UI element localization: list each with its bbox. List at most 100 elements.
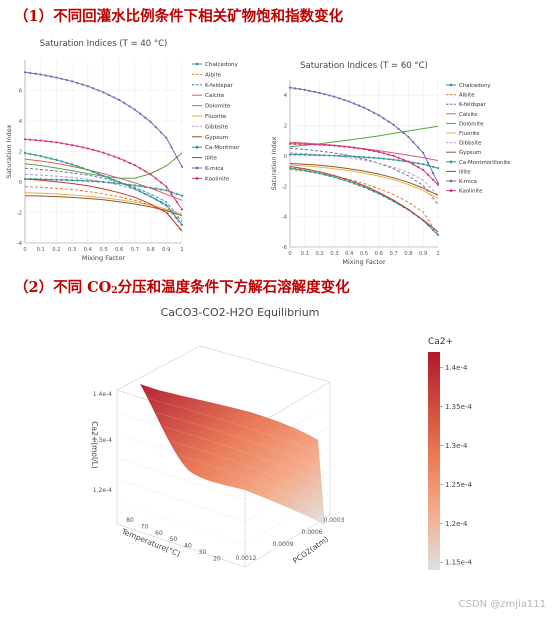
series-marker: [436, 233, 440, 236]
series-marker: [397, 156, 400, 159]
series-marker: [170, 146, 173, 149]
series-marker: [55, 141, 58, 144]
legend-entry: Gypsum: [459, 150, 481, 156]
series-marker: [427, 173, 430, 176]
x-tick-label: 0.7: [131, 247, 139, 253]
surface-mesh: [179, 455, 324, 512]
y-tick-label: 70: [141, 523, 149, 530]
series-marker: [288, 142, 292, 145]
series-marker: [149, 195, 152, 198]
colorbar-tick-label: 1.4e-4: [445, 364, 468, 372]
series-marker: [328, 174, 331, 177]
axis-frame: [199, 345, 331, 383]
series-marker: [343, 154, 346, 158]
colorbar-scale: [428, 352, 440, 570]
legend-entry: Gibbsite: [459, 141, 482, 147]
series-marker: [422, 168, 425, 171]
series-marker: [102, 180, 105, 184]
series-line-illite: [24, 178, 183, 232]
series-marker: [29, 152, 32, 156]
wall-grid: [116, 501, 246, 545]
series-marker: [50, 178, 53, 181]
series-marker: [180, 223, 184, 226]
series-marker: [348, 180, 351, 183]
series-marker: [118, 157, 121, 160]
series-marker: [86, 168, 89, 171]
y-tick-label: 60: [155, 530, 163, 537]
series-marker: [338, 97, 341, 100]
y-tick-label: 0: [284, 154, 287, 160]
series-marker: [323, 143, 326, 147]
series-marker: [76, 165, 79, 168]
watermark: CSDN @zmjia111: [458, 599, 546, 610]
series-marker: [39, 139, 42, 142]
series-marker: [107, 181, 110, 184]
series-marker: [298, 168, 301, 171]
series-marker: [392, 123, 395, 126]
legend-entry: Chalcedony: [459, 83, 491, 89]
section-1-heading: （1）不同回灌水比例条件下相关矿物饱和指数变化: [14, 8, 344, 25]
y-tick-label: 40: [184, 543, 192, 550]
legend-entry: K-feldspar: [205, 83, 234, 89]
legend-entry: Dolomite: [205, 104, 231, 110]
series-marker: [357, 104, 361, 107]
series-marker: [392, 158, 395, 161]
series-line-k-feldspar: [24, 167, 183, 223]
series-marker: [118, 182, 121, 185]
series-marker: [123, 183, 126, 186]
series-marker: [23, 138, 27, 141]
series-marker: [154, 198, 157, 201]
series-marker: [81, 179, 84, 182]
x-axis-label: PCO2(atm): [291, 534, 330, 565]
series-marker: [50, 140, 53, 143]
series-marker: [343, 145, 346, 148]
y-tick-label: -2: [17, 211, 22, 217]
surface-mesh: [147, 398, 320, 455]
series-marker: [427, 161, 430, 165]
series-marker: [422, 163, 425, 166]
series-marker: [71, 143, 74, 147]
series-marker: [343, 179, 346, 182]
y-tick-label: 6: [19, 89, 22, 95]
legend-marker: [195, 177, 199, 180]
series-marker: [97, 180, 100, 183]
series-marker: [170, 210, 173, 213]
series-marker: [65, 161, 68, 165]
series-marker: [55, 158, 58, 161]
x-tick-label: 0.6: [375, 251, 383, 257]
axis-frame: [116, 345, 201, 391]
x-tick-label: 0.1: [301, 251, 309, 257]
series-marker: [397, 159, 400, 162]
series-marker: [23, 151, 27, 155]
y-tick-label: 2: [284, 124, 287, 130]
series-marker: [318, 172, 321, 175]
x-tick-label: 0: [23, 247, 26, 253]
series-marker: [293, 87, 297, 90]
series-marker: [91, 148, 95, 151]
series-marker: [39, 73, 42, 76]
equilibrium-surface: [140, 384, 325, 525]
series-marker: [112, 155, 116, 158]
legend-entry: Chalcedony: [205, 62, 238, 68]
legend-entry: Illite: [205, 156, 218, 162]
series-marker: [397, 127, 400, 130]
y-tick-label: 50: [170, 536, 178, 543]
series-marker: [71, 179, 74, 182]
series-marker: [308, 89, 311, 92]
series-marker: [407, 160, 410, 163]
legend-entry: K-mica: [459, 179, 477, 185]
series-marker: [175, 155, 178, 159]
x-tick-label: 0.7: [389, 251, 397, 257]
series-marker: [328, 144, 331, 147]
y-tick-label: 30: [199, 549, 207, 556]
series-marker: [367, 109, 371, 112]
series-marker: [91, 180, 95, 183]
series-marker: [436, 183, 440, 186]
series-marker: [55, 178, 58, 181]
series-marker: [362, 147, 366, 151]
x-tick-label: 0.0012: [236, 555, 257, 562]
wall-grid: [116, 456, 246, 500]
y-tick-label: 20: [213, 555, 221, 562]
series-marker: [377, 157, 380, 160]
series-marker: [377, 150, 380, 154]
